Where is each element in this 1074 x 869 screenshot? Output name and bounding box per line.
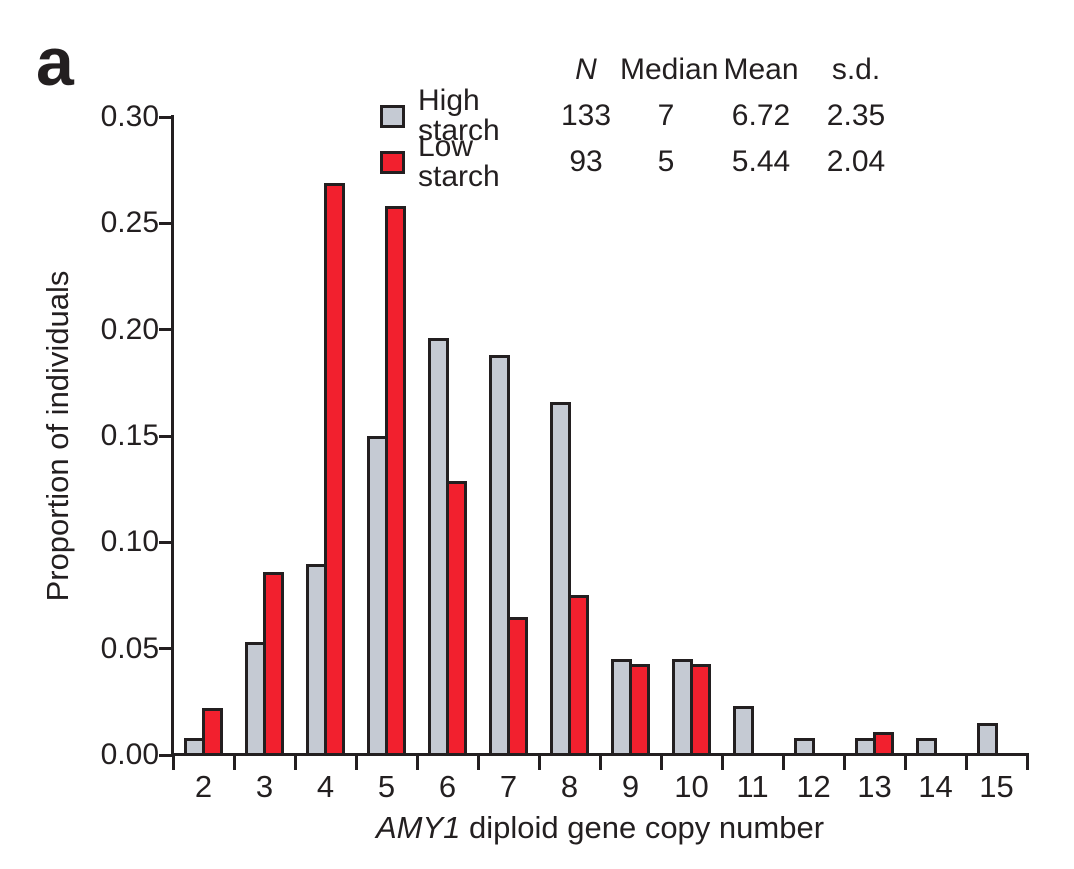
- legend-header-median: Median: [620, 53, 719, 86]
- legend-n-high-starch: 133: [560, 99, 612, 132]
- x-axis-tick: [1025, 753, 1029, 770]
- x-axis-tick: [354, 753, 358, 770]
- panel-label: a: [36, 24, 74, 100]
- bar-low-starch-9: [628, 664, 650, 755]
- legend-header-mean: Mean: [723, 53, 799, 86]
- bar-low-starch-2: [201, 708, 223, 755]
- x-tick-label: 4: [316, 769, 335, 804]
- y-tick-label: 0.25: [100, 206, 159, 240]
- legend: N Median Mean s.d. High starch 133 7 6.7…: [368, 47, 902, 192]
- bar-low-starch-4: [323, 183, 345, 755]
- y-tick-label: 0.05: [100, 631, 159, 665]
- x-axis-tick: [537, 753, 541, 770]
- x-axis-line: [171, 753, 1029, 756]
- bar-high-starch-14: [915, 738, 937, 755]
- legend-mean-low-starch: 5.44: [731, 145, 791, 178]
- legend-mean-high-starch: 6.72: [731, 99, 791, 132]
- legend-sd-low-starch: 2.04: [826, 145, 886, 178]
- y-tick-label: 0.20: [100, 312, 159, 346]
- x-tick-label: 7: [499, 769, 518, 804]
- y-axis-tick: [159, 434, 173, 438]
- x-axis-title-gene-name: AMY1: [375, 810, 461, 845]
- y-axis-tick: [159, 540, 173, 544]
- legend-label-high-starch: High starch: [418, 84, 500, 147]
- legend-item-low-starch: Low starch: [368, 132, 552, 192]
- x-axis-tick: [964, 753, 968, 770]
- x-axis-tick: [598, 753, 602, 770]
- high-starch-swatch-icon: [380, 104, 405, 128]
- y-axis-tick: [159, 115, 173, 119]
- legend-median-high-starch: 7: [657, 99, 675, 132]
- x-axis-tick: [842, 753, 846, 770]
- x-axis-tick: [293, 753, 297, 770]
- bar-high-starch-12: [793, 738, 815, 755]
- x-axis-tick: [659, 753, 663, 770]
- x-axis-tick: [171, 753, 175, 770]
- bar-low-starch-3: [262, 572, 284, 755]
- y-tick-label: 0.15: [100, 419, 159, 452]
- x-axis-tick: [720, 753, 724, 770]
- x-tick-label: 8: [560, 769, 579, 804]
- x-axis-title-rest: diploid gene copy number: [460, 810, 825, 845]
- legend-item-high-starch: High starch: [368, 86, 552, 146]
- y-axis-line: [171, 115, 174, 756]
- y-axis-tick: [159, 647, 173, 651]
- x-tick-label: 9: [621, 769, 640, 804]
- y-axis-tick: [159, 221, 173, 225]
- bar-low-starch-13: [872, 732, 894, 755]
- x-axis-tick: [781, 753, 785, 770]
- legend-n-low-starch: 93: [569, 145, 603, 178]
- bar-low-starch-10: [689, 664, 711, 755]
- y-tick-label: 0.00: [100, 738, 159, 771]
- legend-sd-high-starch: 2.35: [826, 99, 886, 132]
- x-axis-tick: [415, 753, 419, 770]
- bar-high-starch-7: [488, 355, 510, 755]
- y-axis-tick: [159, 753, 173, 757]
- x-axis-tick: [903, 753, 907, 770]
- x-tick-label: 15: [979, 769, 1014, 804]
- bar-low-starch-7: [506, 617, 528, 755]
- low-starch-swatch-icon: [380, 150, 405, 174]
- x-tick-label: 3: [255, 769, 274, 804]
- y-tick-label: 0.10: [100, 525, 159, 559]
- bar-high-starch-15: [976, 723, 998, 755]
- x-tick-label: 5: [377, 769, 396, 804]
- x-tick-label: 13: [857, 769, 892, 804]
- legend-header-sd: s.d.: [831, 53, 881, 86]
- y-axis-tick: [159, 328, 173, 332]
- x-tick-label: 12: [796, 769, 831, 804]
- legend-median-low-starch: 5: [657, 145, 675, 178]
- bar-high-starch-11: [732, 706, 754, 755]
- bar-low-starch-6: [445, 481, 467, 755]
- x-tick-label: 2: [194, 769, 213, 804]
- x-axis-tick: [476, 753, 480, 770]
- x-axis-tick: [232, 753, 236, 770]
- x-tick-label: 11: [736, 769, 769, 804]
- x-tick-label: 14: [918, 769, 953, 804]
- legend-label-low-starch: Low starch: [418, 130, 500, 193]
- x-axis-title: AMY1 diploid gene copy number: [173, 810, 1027, 846]
- legend-header-n: N: [575, 53, 597, 86]
- x-tick-label: 6: [438, 769, 457, 804]
- y-tick-label: 0.30: [100, 100, 159, 133]
- bar-low-starch-5: [384, 206, 406, 755]
- x-tick-label: 10: [674, 769, 709, 804]
- bar-high-starch-8: [549, 402, 571, 755]
- bar-low-starch-8: [567, 595, 589, 755]
